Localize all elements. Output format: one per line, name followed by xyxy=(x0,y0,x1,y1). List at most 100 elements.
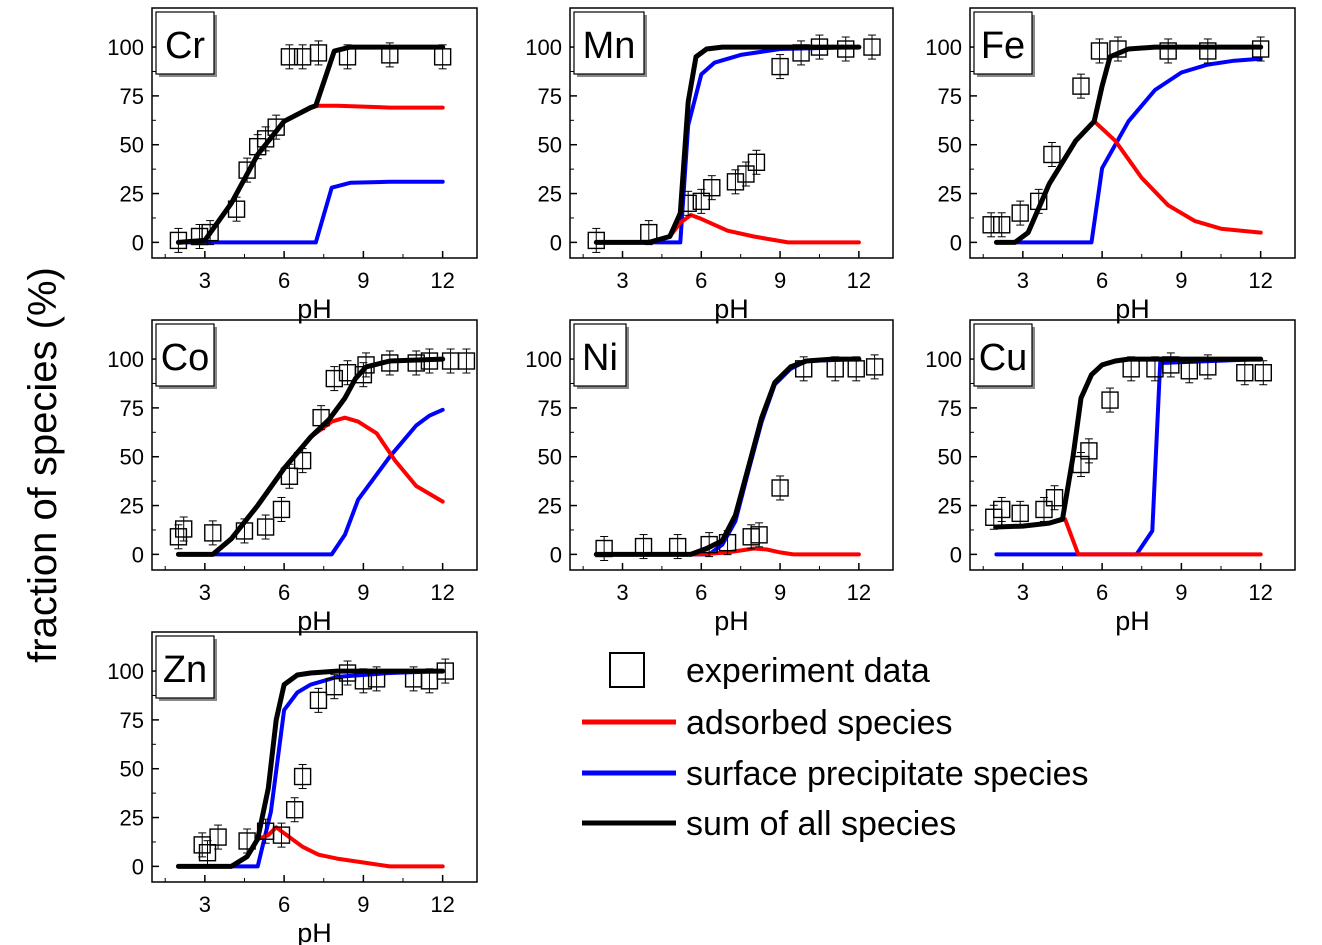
y-tick-label-cu-25: 25 xyxy=(938,494,962,519)
y-tick-label-zn-100: 100 xyxy=(107,659,144,684)
experiment-marker-fe-4 xyxy=(1043,145,1061,164)
y-tick-label-cu-0: 0 xyxy=(950,542,962,567)
experiment-marker-ni-4 xyxy=(718,533,737,552)
element-label-ni: Ni xyxy=(582,337,618,379)
experiment-point-cr-3 xyxy=(227,196,246,222)
x-tick-label-cu-3: 3 xyxy=(1017,580,1029,605)
y-tick-label-fe-100: 100 xyxy=(925,35,962,60)
experiment-marker-cu-2 xyxy=(1011,504,1029,523)
figure-y-axis-label: fraction of species (%) xyxy=(21,267,65,663)
x-tick-label-ni-9: 9 xyxy=(774,580,786,605)
series-line-pre-fe xyxy=(994,56,1263,245)
experiment-marker-cu-14 xyxy=(1254,364,1272,382)
experiment-marker-cr-8 xyxy=(280,48,299,66)
experiment-marker-ni-7 xyxy=(771,479,789,497)
y-tick-label-cu-75: 75 xyxy=(938,396,962,421)
experiment-point-mn-10 xyxy=(810,34,829,60)
experiment-marker-fe-8 xyxy=(1159,42,1177,60)
experiment-marker-co-15 xyxy=(420,352,439,370)
experiment-marker-ni-9 xyxy=(826,360,844,378)
experiment-point-cu-13 xyxy=(1236,360,1254,386)
y-tick-label-co-100: 100 xyxy=(107,347,144,372)
experiment-point-co-12 xyxy=(357,352,375,378)
panel-co: 0 25 50 75 100 3 6 9 12 pH Co xyxy=(107,319,478,636)
x-tick-label-cr-6: 6 xyxy=(278,268,290,293)
plot-frame-co xyxy=(151,319,478,571)
series-line-ads-fe xyxy=(994,119,1263,245)
y-tick-label-co-75: 75 xyxy=(120,396,144,421)
plot-frame-cu xyxy=(969,319,1296,571)
experiment-marker-mn-8 xyxy=(771,57,789,76)
experiment-point-ni-6 xyxy=(750,522,768,548)
experiment-marker-co-6 xyxy=(280,467,299,485)
series-line-pre-zn xyxy=(176,669,445,869)
experiment-marker-mn-3 xyxy=(692,192,711,211)
y-tick-label-ni-50: 50 xyxy=(538,445,562,470)
experiment-marker-zn-5 xyxy=(272,826,291,844)
experiment-point-fe-9 xyxy=(1199,38,1217,64)
experiment-point-mn-2 xyxy=(679,190,697,216)
series-line-sum-cr xyxy=(175,44,446,245)
series-line-pre-co xyxy=(176,407,445,557)
experiment-marker-co-8 xyxy=(312,408,330,427)
element-label-box-mn xyxy=(573,11,645,75)
experiment-point-cu-12 xyxy=(1199,354,1217,380)
y-tick-label-cu-50: 50 xyxy=(938,445,962,470)
experiment-point-zn-7 xyxy=(293,764,312,790)
plot-frame-ni xyxy=(569,319,894,571)
x-axis-title-cr: pH xyxy=(297,294,332,324)
experiment-marker-ni-2 xyxy=(668,537,687,556)
experiment-marker-cu-11 xyxy=(1180,362,1199,380)
experiment-point-fe-3 xyxy=(1029,188,1048,214)
experiment-marker-fe-9 xyxy=(1199,42,1217,60)
experiment-marker-co-13 xyxy=(381,354,399,372)
panel-ni: 0 25 50 75 100 3 6 9 12 pH Ni xyxy=(525,319,894,636)
y-tick-label-cu-100: 100 xyxy=(925,347,962,372)
experiment-point-fe-0 xyxy=(982,212,1000,238)
x-tick-label-cu-9: 9 xyxy=(1175,580,1187,605)
experiment-marker-zn-11 xyxy=(354,672,373,690)
element-label-box-fe xyxy=(973,11,1033,75)
experiment-point-ni-8 xyxy=(795,356,813,382)
panel-zn: 0 25 50 75 100 3 6 9 12 pH Zn xyxy=(107,631,478,945)
experiment-point-cu-7 xyxy=(1101,387,1119,413)
experiment-marker-fe-5 xyxy=(1072,77,1090,95)
experiment-point-co-4 xyxy=(256,514,275,540)
experiment-marker-cr-7 xyxy=(267,118,285,136)
y-tick-label-ni-0: 0 xyxy=(550,542,562,567)
experiment-marker-mn-7 xyxy=(747,153,766,171)
experiment-point-cr-4 xyxy=(238,157,256,183)
experiment-point-cr-8 xyxy=(280,44,299,70)
experiment-point-fe-1 xyxy=(993,212,1011,238)
experiment-point-cu-3 xyxy=(1035,496,1053,522)
x-tick-label-ni-12: 12 xyxy=(847,580,871,605)
y-tick-label-mn-50: 50 xyxy=(538,133,562,158)
experiment-point-cr-11 xyxy=(338,44,357,70)
element-label-cr: Cr xyxy=(165,25,205,67)
experiment-point-cu-1 xyxy=(993,496,1011,522)
experiment-marker-co-11 xyxy=(354,365,373,384)
experiment-marker-co-14 xyxy=(407,354,425,372)
x-axis-title-cu: pH xyxy=(1115,606,1150,636)
plot-frame-fe xyxy=(969,7,1296,259)
experiment-point-mn-6 xyxy=(737,161,755,187)
legend: experiment data adsorbed species surface p… xyxy=(582,652,1089,843)
y-tick-label-mn-100: 100 xyxy=(525,35,562,60)
element-label-cu: Cu xyxy=(979,337,1028,379)
series-line-sum-zn xyxy=(175,668,446,869)
y-tick-label-fe-75: 75 xyxy=(938,84,962,109)
experiment-point-co-17 xyxy=(457,348,476,374)
experiment-marker-co-12 xyxy=(357,356,375,374)
element-label-box-co xyxy=(155,323,215,387)
x-tick-label-co-6: 6 xyxy=(278,580,290,605)
experiment-marker-cu-4 xyxy=(1045,489,1064,507)
experiment-point-co-16 xyxy=(441,348,460,374)
legend-label-pre: surface precipitate species xyxy=(686,755,1089,793)
x-tick-label-mn-9: 9 xyxy=(774,268,786,293)
y-tick-label-zn-25: 25 xyxy=(120,806,144,831)
chart-panels: 0 25 50 75 100 3 6 9 12 pH Cr 0 25 50 75 100 3 6 9 12 pH Mn 0 2… xyxy=(107,7,1296,945)
experiment-point-zn-8 xyxy=(309,687,328,713)
experiment-point-zn-5 xyxy=(272,822,291,848)
experiment-point-fe-7 xyxy=(1109,36,1127,62)
